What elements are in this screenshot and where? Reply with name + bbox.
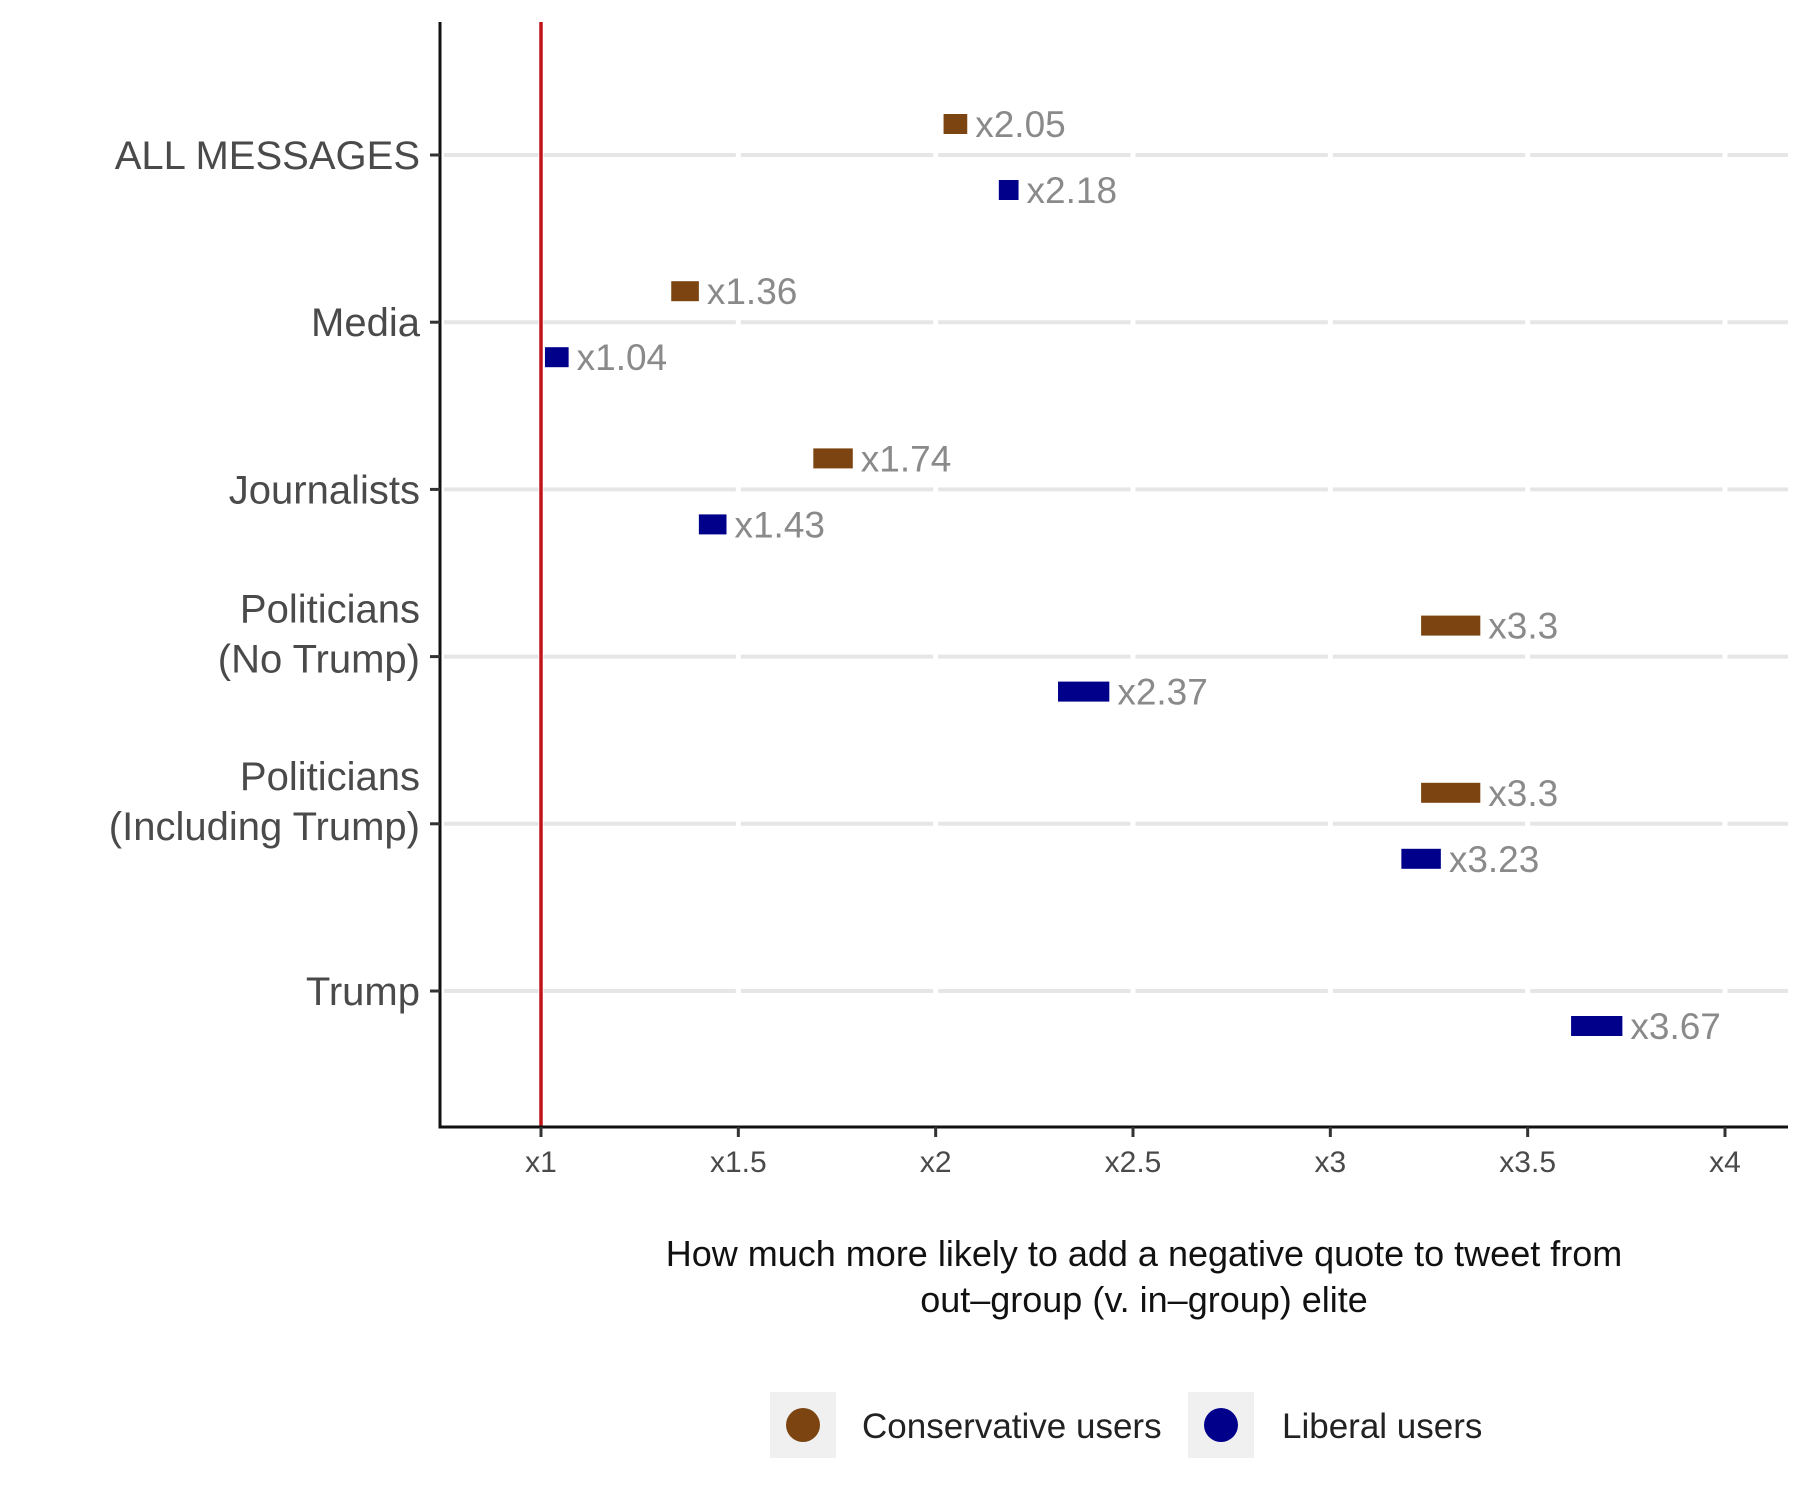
y-axis-labels: ALL MESSAGES Media Journalists Politicians (… — [109, 134, 421, 1014]
data-point — [998, 180, 1019, 200]
category-label: Journalists — [229, 468, 420, 512]
category-label: (Including Trump) — [109, 805, 420, 849]
data-point — [1401, 848, 1441, 869]
gridlines — [444, 22, 1788, 1127]
data-label: x3.23 — [1449, 839, 1540, 880]
data-label: x3.3 — [1488, 606, 1558, 647]
data-label: x1.36 — [707, 271, 798, 312]
x-axis-title: How much more likely to add a negative q… — [666, 1233, 1622, 1320]
data-point — [943, 114, 968, 134]
plot-points: x2.05 x1.36 x1.74 x3.3 x3.3 x2.18 x1.04 x1.43 x2… — [544, 104, 1721, 1047]
data-point — [1058, 681, 1110, 702]
data-point — [1571, 1016, 1623, 1036]
data-label: x2.05 — [975, 104, 1066, 145]
legend-swatch — [786, 1408, 820, 1442]
data-label: x3.3 — [1488, 773, 1558, 814]
data-label: x3.67 — [1630, 1006, 1721, 1047]
x-tick-label: x3.5 — [1499, 1146, 1556, 1179]
x-tick-label: x2.5 — [1105, 1146, 1162, 1179]
category-label: (No Trump) — [218, 638, 420, 682]
data-point — [813, 448, 853, 469]
category-label: Media — [311, 301, 421, 345]
x-tick-label: x1.5 — [710, 1146, 767, 1179]
data-point — [698, 514, 727, 535]
legend-label: Liberal users — [1282, 1407, 1482, 1446]
data-label: x2.18 — [1027, 170, 1118, 211]
x-tick-label: x4 — [1709, 1146, 1741, 1179]
data-point — [1421, 615, 1481, 636]
data-point — [671, 281, 699, 302]
x-axis-labels: x1 x1.5 x2 x2.5 x3 x3.5 x4 — [525, 1146, 1741, 1179]
legend-swatch — [1204, 1408, 1238, 1442]
x-tick-label: x1 — [525, 1146, 557, 1179]
category-label: Trump — [306, 970, 420, 1014]
legend: Conservative users Liberal users — [770, 1392, 1482, 1458]
x-axis-title-line: How much more likely to add a negative q… — [666, 1233, 1622, 1274]
category-label: Politicians — [240, 588, 420, 632]
data-point — [1421, 782, 1481, 803]
data-label: x2.37 — [1117, 672, 1208, 713]
category-label: Politicians — [240, 755, 420, 799]
data-point — [544, 347, 569, 368]
axes — [430, 22, 1788, 1137]
x-axis-title-line: out–group (v. in–group) elite — [920, 1279, 1368, 1320]
data-label: x1.74 — [861, 438, 952, 479]
x-tick-label: x3 — [1314, 1146, 1346, 1179]
category-label: ALL MESSAGES — [115, 134, 420, 178]
x-tick-label: x2 — [920, 1146, 952, 1179]
data-label: x1.43 — [734, 504, 825, 545]
data-label: x1.04 — [577, 337, 668, 378]
legend-label: Conservative users — [862, 1407, 1162, 1446]
